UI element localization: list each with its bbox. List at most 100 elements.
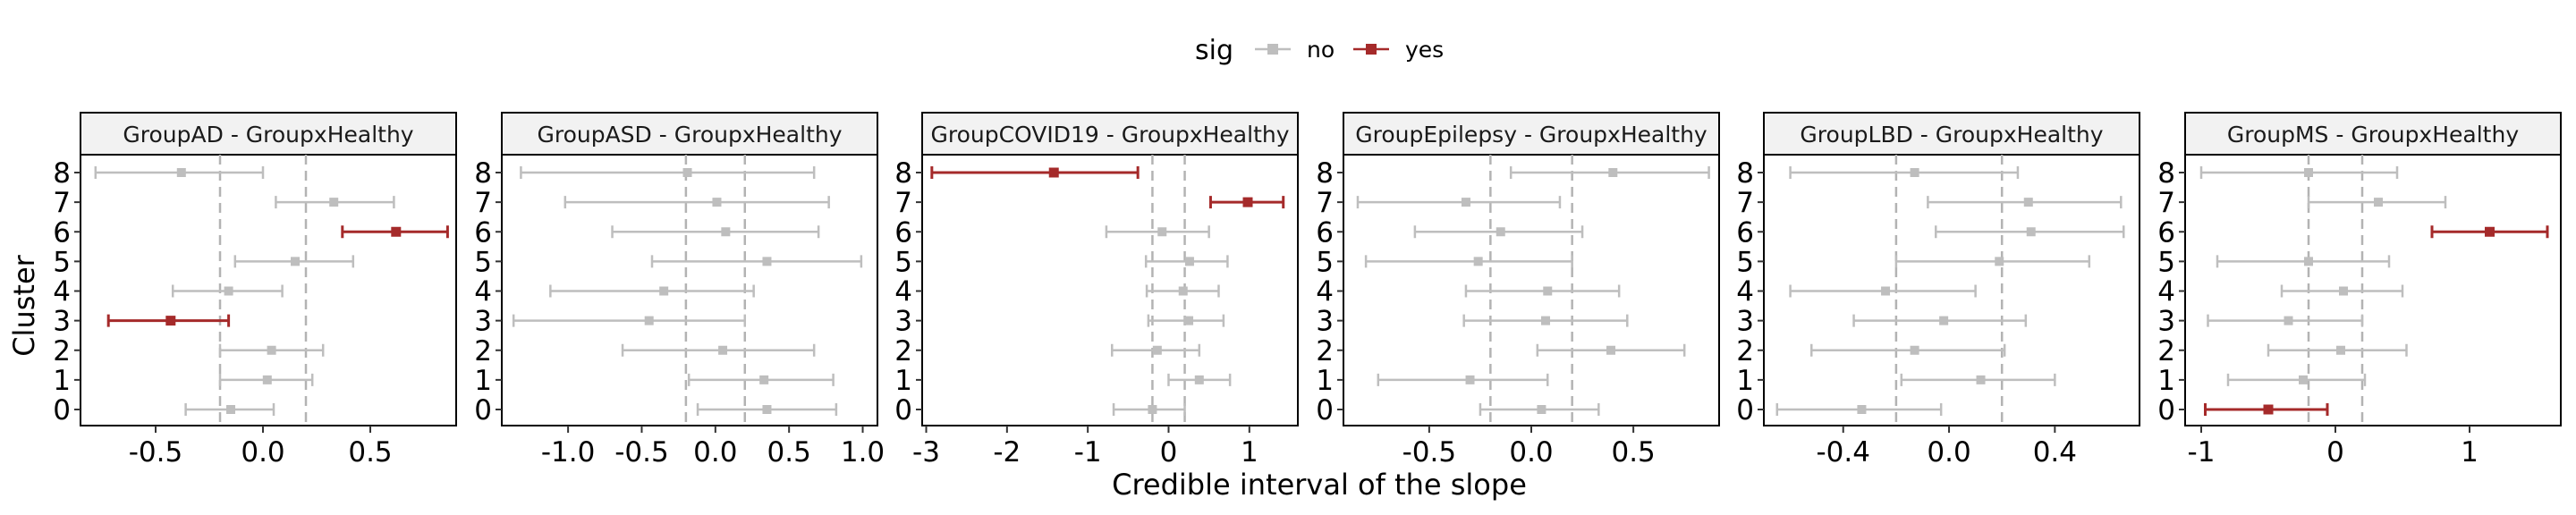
interval-mark xyxy=(549,284,755,298)
x-tick-label: -0.5 xyxy=(129,436,183,469)
y-tick-label: 0 xyxy=(1736,394,1754,426)
x-tick-label: 1 xyxy=(2461,436,2479,469)
facet-panel: GroupEpilepsy - GroupxHealthy -0.5 0.0 0.5 0… xyxy=(1316,112,1720,469)
x-tick-label: 0.4 xyxy=(2033,436,2077,469)
y-tick-label: 1 xyxy=(1736,365,1754,397)
facet-panel: GroupCOVID19 - GroupxHealthy-3 -2 -1 0 10123… xyxy=(894,112,1299,469)
y-tick-label: 0 xyxy=(474,394,492,426)
y-tick-label: 7 xyxy=(894,187,912,219)
estimate-point xyxy=(712,198,722,207)
estimate-point xyxy=(2374,198,2383,207)
facet-panel: GroupASD - GroupxHealthy -1.0 -0.5 0.0 0.5 1.… xyxy=(474,112,885,469)
estimate-point xyxy=(267,345,276,355)
estimate-point xyxy=(1184,316,1194,325)
estimate-point xyxy=(1157,227,1167,237)
y-tick-label: 2 xyxy=(2157,335,2175,367)
interval-mark xyxy=(2267,343,2408,357)
interval-mark xyxy=(1105,225,1210,239)
estimate-point xyxy=(1543,286,1553,296)
x-tick-label: 0.5 xyxy=(1611,436,1655,469)
x-tick-label: 0.0 xyxy=(693,436,737,469)
interval-mark xyxy=(1356,196,1562,209)
interval-mark xyxy=(2216,255,2391,268)
y-tick-label: 2 xyxy=(894,335,912,367)
y-tick-label: 3 xyxy=(474,306,492,338)
x-tick-label: 0.5 xyxy=(348,436,392,469)
facet-strip xyxy=(1343,112,1720,156)
estimate-point xyxy=(291,257,300,266)
legend-label-yes: yes xyxy=(1405,37,1444,63)
facet-strip xyxy=(501,112,878,156)
legend-entry-no: no xyxy=(1255,37,1335,63)
interval-mark xyxy=(1927,196,2123,209)
estimate-point xyxy=(1537,405,1546,414)
estimate-point xyxy=(2026,227,2036,237)
estimate-point xyxy=(224,286,233,296)
estimate-point xyxy=(2263,404,2274,415)
estimate-point xyxy=(2485,226,2495,237)
estimate-point xyxy=(721,227,731,237)
facet-panels: GroupAD - GroupxHealthy-0.5 0.0 0.50123456… xyxy=(53,112,2562,469)
interval-mark xyxy=(94,166,265,179)
estimate-point xyxy=(2284,316,2293,325)
estimate-point xyxy=(1461,198,1470,207)
y-tick-label: 6 xyxy=(894,216,912,249)
interval-mark xyxy=(2307,196,2447,209)
interval-mark xyxy=(1894,255,2091,268)
interval-mark xyxy=(930,166,1140,179)
estimate-point xyxy=(659,286,669,296)
interval-mark xyxy=(650,255,863,268)
estimate-point xyxy=(1242,197,1253,207)
estimate-point xyxy=(1995,257,2004,266)
estimate-point xyxy=(1976,375,1986,384)
interval-mark xyxy=(1852,314,2028,327)
facet-panel: GroupAD - GroupxHealthy -0.5 0.0 0.5 0123456… xyxy=(53,112,457,469)
estimate-point xyxy=(1473,257,1483,266)
estimate-point xyxy=(682,168,692,177)
legend: sig no yes xyxy=(1195,35,1444,66)
y-tick-label: 8 xyxy=(53,157,71,190)
estimate-point xyxy=(1608,168,1618,177)
interval-mark xyxy=(687,373,835,386)
y-tick-label: 2 xyxy=(1736,335,1754,367)
estimate-point xyxy=(1540,316,1550,325)
x-tick-label: 0.0 xyxy=(241,436,284,469)
interval-mark xyxy=(184,403,275,416)
estimate-point xyxy=(1910,345,1919,355)
x-tick-label: 0 xyxy=(1160,436,1178,469)
estimate-point xyxy=(1194,375,1204,384)
y-tick-label: 5 xyxy=(1736,246,1754,278)
interval-mark xyxy=(1167,373,1232,386)
estimate-point xyxy=(2336,345,2345,355)
estimate-point xyxy=(644,316,654,325)
y-tick-label: 4 xyxy=(2157,276,2175,308)
estimate-point xyxy=(262,375,272,384)
interval-mark xyxy=(1900,373,2056,386)
y-tick-label: 4 xyxy=(1316,276,1334,308)
interval-mark xyxy=(1364,255,1573,268)
estimate-point xyxy=(718,345,728,355)
estimate-point xyxy=(762,405,772,414)
x-tick-label: -2 xyxy=(993,436,1021,469)
facet-title: GroupEpilepsy - GroupxHealthy xyxy=(1355,122,1707,148)
interval-mark xyxy=(1144,255,1229,268)
y-tick-label: 7 xyxy=(2157,187,2175,219)
facet-strip xyxy=(2184,112,2562,156)
interval-mark xyxy=(1208,196,1285,209)
x-tick-label: -1 xyxy=(2188,436,2216,469)
x-tick-label: 0 xyxy=(2326,436,2344,469)
interval-mark xyxy=(2204,403,2329,416)
estimate-point xyxy=(1184,257,1194,266)
estimate-point xyxy=(391,226,402,237)
y-tick-label: 1 xyxy=(474,365,492,397)
y-tick-label: 7 xyxy=(53,187,71,219)
interval-mark xyxy=(218,343,325,357)
facet-title: GroupMS - GroupxHealthy xyxy=(2227,122,2519,148)
interval-mark xyxy=(564,196,830,209)
x-tick-label: 0.0 xyxy=(1509,436,1553,469)
interval-mark xyxy=(2430,225,2549,239)
y-tick-label: 6 xyxy=(1736,216,1754,249)
estimate-point xyxy=(1910,168,1919,177)
estimate-point xyxy=(2339,286,2348,296)
